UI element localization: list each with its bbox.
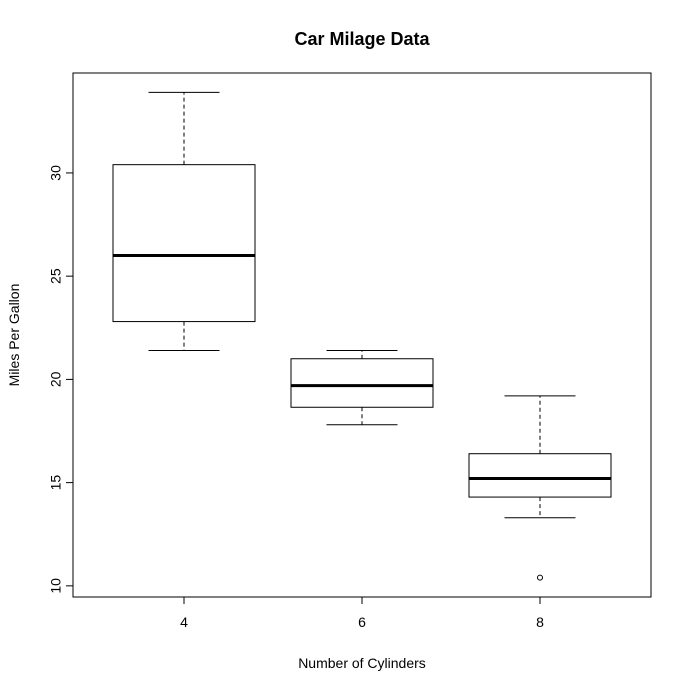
y-tick-label: 25	[48, 268, 64, 284]
box	[112, 164, 256, 323]
y-tick-label: 20	[48, 371, 64, 387]
chart-title: Car Milage Data	[294, 29, 430, 49]
y-tick-label: 30	[48, 165, 64, 181]
y-tick-label: 10	[48, 578, 64, 594]
x-tick-label: 6	[358, 614, 366, 630]
box	[468, 453, 612, 498]
outlier	[537, 574, 543, 581]
y-tick-label: 15	[48, 475, 64, 491]
x-axis-label: Number of Cylinders	[298, 655, 426, 671]
box	[290, 358, 434, 408]
x-tick-label: 8	[536, 614, 544, 630]
x-tick-label: 4	[180, 614, 188, 630]
y-axis-label: Miles Per Gallon	[6, 284, 22, 387]
